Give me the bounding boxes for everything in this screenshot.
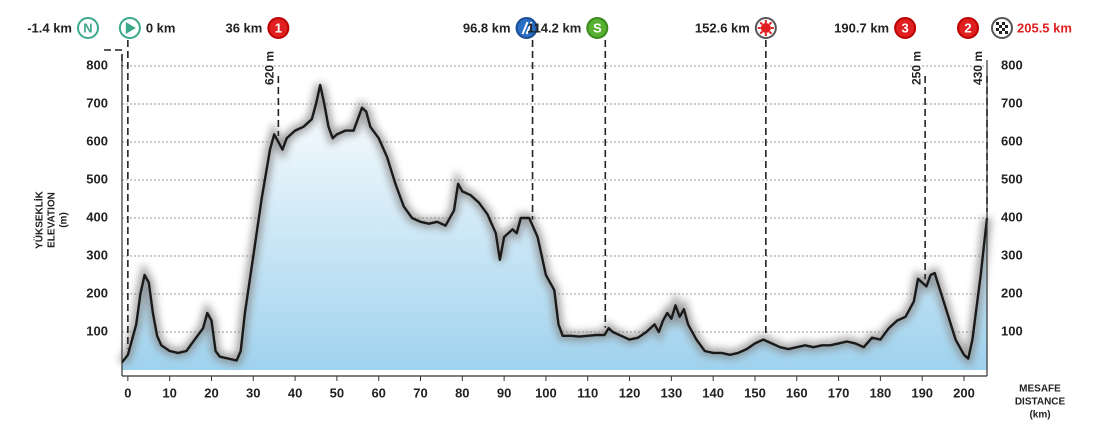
height-label: 620 m	[263, 51, 277, 85]
x-tick-label: 140	[702, 385, 724, 400]
x-tick-label: 170	[828, 385, 850, 400]
x-label-line: DISTANCE	[1015, 397, 1066, 408]
y-tick-label-right: 400	[1001, 209, 1023, 224]
finish-check	[996, 22, 999, 25]
marker-line	[104, 49, 123, 66]
y-tick-label-right: 700	[1001, 95, 1023, 110]
y-label-line: ELEVATION	[47, 192, 58, 248]
x-tick-label: 190	[911, 385, 933, 400]
marker-label: 152.6 km	[695, 20, 750, 35]
y-tick-label: 800	[86, 57, 108, 72]
marker-label: 96.8 km	[463, 20, 511, 35]
sun-ray	[759, 21, 764, 26]
y-label-line: (m)	[59, 212, 70, 228]
y-tick-label-right: 100	[1001, 323, 1023, 338]
x-tick-label: 160	[786, 385, 808, 400]
y-tick-label-right: 200	[1001, 285, 1023, 300]
x-tick-label: 130	[661, 385, 683, 400]
marker-label: 36 km	[225, 20, 262, 35]
y-tick-label-right: 800	[1001, 57, 1023, 72]
slash-icon	[521, 21, 533, 35]
x-tick-label: 90	[497, 385, 511, 400]
y-tick-label: 300	[86, 247, 108, 262]
area-fill	[122, 85, 987, 370]
finish-check	[996, 28, 999, 31]
x-tick-label: 180	[870, 385, 892, 400]
finish-check	[1002, 28, 1005, 31]
y-tick-label: 600	[86, 133, 108, 148]
marker-icon-text: 3	[902, 20, 909, 35]
marker-icon-text: 1	[275, 20, 282, 35]
finish-check	[999, 25, 1002, 28]
marker-icon	[586, 17, 609, 39]
x-tick-label: 80	[455, 385, 469, 400]
y-tick-label: 100	[86, 323, 108, 338]
marker-icon-text: N	[83, 20, 92, 35]
marker-label: 0 km	[146, 20, 176, 35]
finish-check	[1002, 22, 1005, 25]
y-tick-label: 200	[86, 285, 108, 300]
y-tick-label-right: 600	[1001, 133, 1023, 148]
y-label-line: YÜKSEKLİK	[33, 190, 46, 249]
marker-label: -1.4 km	[27, 20, 72, 35]
marker-icon	[957, 17, 979, 39]
marker-icon	[267, 17, 290, 39]
x-tick-label: 0	[124, 385, 131, 400]
height-label: 430 m	[971, 51, 985, 85]
play-icon	[125, 22, 136, 34]
y-tick-label: 700	[86, 95, 108, 110]
marker-icon-text: 2	[964, 20, 971, 35]
marker-icon-text: S	[593, 20, 602, 35]
finish-check	[1005, 25, 1008, 28]
finish-check	[1005, 31, 1008, 34]
profile-line	[121, 83, 989, 364]
y-tick-label-right: 300	[1001, 247, 1023, 262]
marker-icon	[894, 17, 917, 39]
x-tick-label: 70	[413, 385, 427, 400]
x-tick-label: 150	[744, 385, 766, 400]
x-label-line: (km)	[1029, 410, 1050, 421]
x-tick-label: 40	[288, 385, 302, 400]
sun-core	[760, 23, 771, 33]
x-tick-label: 110	[577, 385, 598, 400]
sun-ray	[759, 30, 764, 35]
marker-label: 114.2 km	[527, 20, 581, 35]
y-tick-label-right: 500	[1001, 171, 1023, 186]
sun-ray	[768, 30, 773, 35]
x-tick-label: 10	[162, 385, 176, 400]
y-tick-label: 400	[86, 209, 108, 224]
x-tick-label: 20	[204, 385, 218, 400]
x-label-line: MESAFE	[1019, 384, 1061, 395]
marker-label: 205.5 km	[1017, 20, 1072, 35]
y-tick-label: 500	[86, 171, 108, 186]
x-tick-label: 120	[619, 385, 641, 400]
x-tick-label: 60	[371, 385, 385, 400]
x-tick-label: 30	[246, 385, 260, 400]
y-axis-label: YÜKSEKLİK ELEVATION (m)	[33, 190, 70, 249]
x-tick-label: 100	[535, 385, 557, 400]
finish-check	[999, 31, 1002, 34]
sun-ray	[768, 21, 773, 26]
marker-icon	[77, 17, 99, 39]
height-label: 250 m	[909, 51, 923, 85]
x-tick-label: 200	[953, 385, 975, 400]
marker-label: 190.7 km	[834, 20, 889, 35]
x-tick-label: 50	[330, 385, 344, 400]
